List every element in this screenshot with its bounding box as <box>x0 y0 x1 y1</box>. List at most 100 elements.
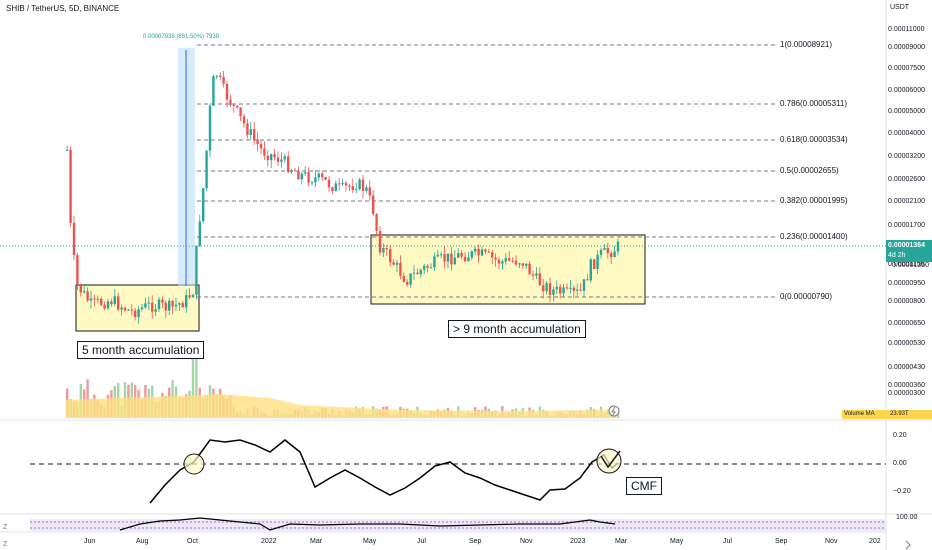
candle-body <box>610 253 613 258</box>
candle-body <box>195 245 198 295</box>
candle-body <box>72 222 76 256</box>
candle-body <box>96 298 99 300</box>
annotation-right[interactable]: > 9 month accumulation <box>448 320 586 338</box>
annotation-cmf[interactable]: CMF <box>626 477 662 495</box>
price-axis-label: 0.00001700 <box>888 222 925 229</box>
candle-body <box>572 287 575 291</box>
cmf-highlight-left <box>183 453 205 475</box>
candle-body <box>395 262 399 265</box>
cmf-axis-label: −0.20 <box>893 488 911 495</box>
price-axis-label: 0.00000650 <box>888 320 925 327</box>
lightning-icon[interactable] <box>608 405 620 417</box>
candle-body <box>317 173 320 178</box>
candle-body <box>164 302 167 311</box>
candle-body <box>538 273 541 286</box>
candle-body <box>593 259 596 269</box>
next-price-label: 0.00001350 <box>892 262 929 269</box>
candle-body <box>378 231 382 253</box>
candle-body <box>565 287 569 289</box>
candle-body <box>467 257 470 262</box>
fib-label: 0.382(0.00001995) <box>780 196 848 205</box>
candle-body <box>205 150 208 189</box>
candle-body <box>106 301 110 309</box>
candle-body <box>168 300 171 311</box>
candle-body <box>355 189 358 191</box>
time-axis-label: 2023 <box>570 538 586 545</box>
candle-body <box>491 252 494 258</box>
candle-body <box>83 291 86 293</box>
candle-body <box>613 251 616 258</box>
time-axis-label: Oct <box>187 538 198 545</box>
current-price-value: 0.00001364 <box>888 242 925 249</box>
price-axis-label: 0.00005000 <box>888 108 925 115</box>
candle-body <box>134 310 137 317</box>
candle-body <box>501 261 504 264</box>
cmf-axis-label: 0.00 <box>893 460 907 467</box>
time-axis-label: Nov <box>825 538 838 545</box>
candle-body <box>603 247 606 250</box>
time-axis-label: Mar <box>615 538 628 545</box>
candle-body <box>151 302 154 312</box>
candle-body <box>429 267 433 269</box>
bar-countdown: 4d 2h <box>888 252 906 259</box>
candle-body <box>552 289 555 295</box>
candle-body <box>470 251 473 258</box>
candle-body <box>389 249 392 263</box>
candle-body <box>321 173 324 178</box>
candle-body <box>76 255 79 285</box>
candle-body <box>86 291 89 301</box>
fib-label: 0.786(0.00005311) <box>780 99 848 108</box>
time-axis-label: Mar <box>310 538 323 545</box>
annotation-left[interactable]: 5 month accumulation <box>77 341 205 359</box>
scale-letter: Z <box>3 524 8 531</box>
candle-body <box>535 273 538 276</box>
time-axis-label: Jul <box>723 538 732 545</box>
candle-body <box>171 300 174 307</box>
candle-body <box>511 260 514 262</box>
candle-body <box>174 304 178 307</box>
candle-body <box>426 265 429 268</box>
price-axis-label: 0.00006000 <box>888 87 925 94</box>
candle-body <box>310 182 314 184</box>
time-axis-label: Aug <box>136 538 149 545</box>
candle-body <box>293 170 297 172</box>
accumulation-box-right[interactable] <box>370 234 646 305</box>
candle-body <box>453 257 456 265</box>
candle-body <box>392 262 395 265</box>
candle-body <box>117 296 120 310</box>
price-candles <box>66 70 620 324</box>
candle-body <box>348 185 351 187</box>
price-axis-label: 0.00003200 <box>888 153 925 160</box>
candle-body <box>443 254 446 262</box>
scale-letter: Z <box>3 541 8 548</box>
settings-chevron-icon[interactable] <box>905 540 911 550</box>
candle-body <box>100 298 103 305</box>
price-axis-label: 0.00000430 <box>888 364 925 371</box>
candle-body <box>419 269 422 275</box>
candle-body <box>120 307 123 310</box>
candle-body <box>599 249 603 255</box>
candle-body <box>562 287 565 294</box>
symbol-title[interactable]: SHIB / TetherUS, 5D, BINANCE <box>6 4 120 13</box>
candle-body <box>351 186 354 191</box>
time-axis-label: Jul <box>417 538 426 545</box>
candle-body <box>508 258 511 261</box>
candle-body <box>283 156 286 160</box>
candle-body <box>616 241 620 252</box>
candle-body <box>66 149 69 151</box>
fib-retracement[interactable] <box>0 44 886 298</box>
accumulation-box-left[interactable] <box>75 284 200 332</box>
candle-body <box>582 279 586 291</box>
price-axis-label: 0.00002100 <box>888 198 925 205</box>
candle-body <box>487 251 490 253</box>
price-axis-label: 0.00001150 <box>888 261 925 268</box>
current-price-tag: 0.00001364 4d 2h <box>886 240 932 262</box>
osc-axis-label: 100.00 <box>896 514 918 521</box>
candle-body <box>188 295 191 298</box>
candle-body <box>416 272 419 275</box>
candle-body <box>212 76 215 106</box>
checkmark-icon <box>600 450 621 469</box>
candle-body <box>542 285 545 292</box>
candle-body <box>463 256 467 262</box>
